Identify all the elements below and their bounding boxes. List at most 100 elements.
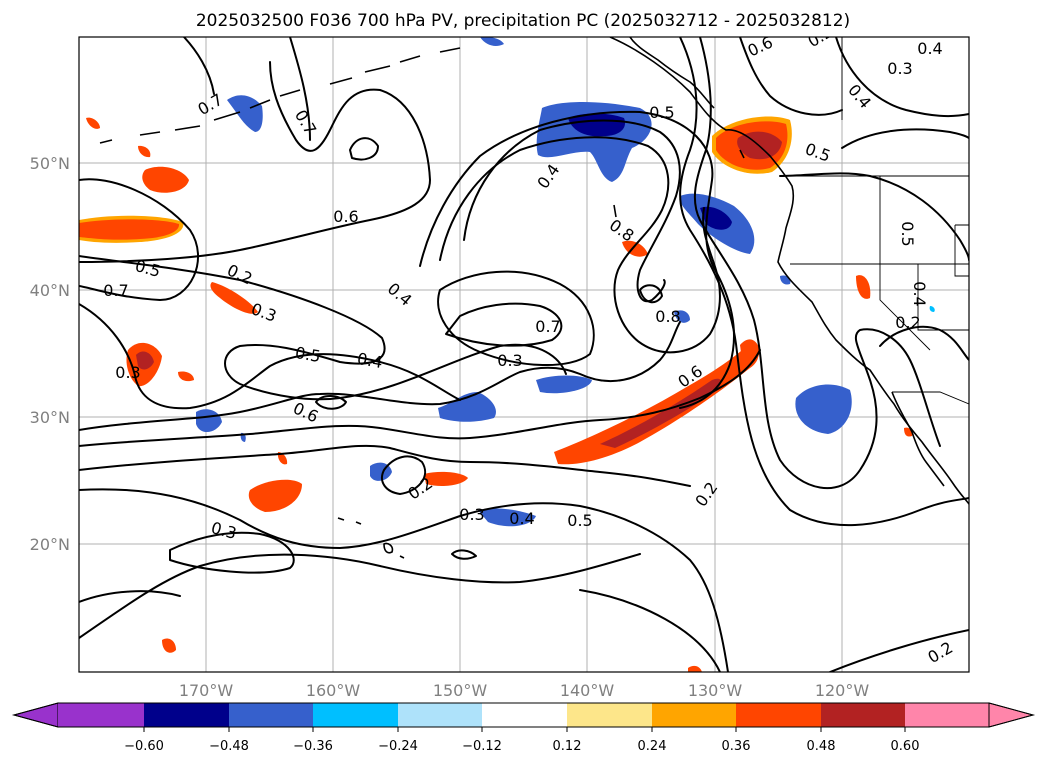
contour-label: 0.7 [103, 281, 128, 300]
precip-negative-area [674, 310, 690, 323]
lon-label: 170°W [179, 681, 234, 700]
pv-contour-line [739, 37, 843, 116]
contour-label: 0.3 [459, 505, 484, 524]
precip-positive-area [600, 378, 722, 448]
colorbar-segment [313, 703, 398, 727]
contour-label: 0.2 [895, 313, 920, 332]
precip-negative-area [929, 306, 935, 312]
pv-contour-line [79, 61, 431, 263]
coastline-baja [891, 391, 945, 487]
colorbar-tick-label: 0.60 [891, 739, 920, 754]
pv-contour-line [79, 553, 641, 639]
precip-negative-area [795, 384, 852, 434]
island-hawaii [337, 517, 405, 559]
precip-negative-area [227, 95, 263, 132]
precip-positive-area [138, 145, 151, 158]
contour-label: 0.3 [115, 363, 140, 382]
colorbar-outline [12, 702, 1035, 728]
precip-negative-area [536, 375, 592, 394]
colorbar-tick-label: 0.24 [638, 739, 667, 754]
coastline-alaska [629, 37, 715, 109]
pv-contour-line [879, 325, 969, 361]
colorbar-tick-label: −0.24 [378, 739, 418, 754]
pv-contour-line [79, 178, 200, 301]
precip-positive-area [622, 240, 648, 257]
precip-positive-area [424, 471, 468, 486]
pv-contour-line [445, 302, 563, 347]
colorbar-segment [58, 703, 144, 727]
colorbar-tick-label: −0.48 [209, 739, 249, 754]
pv-contour-line [79, 255, 567, 401]
pv-contour-line [289, 37, 311, 141]
colorbar-segment [821, 703, 905, 727]
contour-label: 0.6 [333, 207, 358, 226]
contour-label: 0.4 [509, 509, 534, 528]
pv-contour-line [349, 137, 379, 161]
pv-contour-line [679, 37, 969, 527]
pv-contour-line [693, 37, 941, 489]
colorbar-ticks [143, 727, 906, 732]
precip-negative-area [480, 37, 504, 46]
precip-positive-area [210, 282, 258, 314]
colorbar-tick-labels: −0.60 −0.48 −0.36 −0.24 −0.12 0.12 0.24 … [124, 739, 919, 754]
lat-label: 30°N [30, 408, 70, 427]
precip-positive-area [248, 479, 302, 512]
colorbar-segment [144, 703, 229, 727]
lon-label: 120°W [815, 681, 870, 700]
map-frame [78, 36, 970, 673]
pv-contour-line [835, 37, 969, 118]
lat-label: 40°N [30, 281, 70, 300]
pv-contour-line [639, 284, 663, 304]
precip-positive-area [79, 219, 180, 240]
contour-label: 0.4 [910, 281, 929, 306]
lon-label: 150°W [433, 681, 488, 700]
pv-contour-line [79, 303, 461, 410]
contour-label: 0.8 [655, 307, 680, 326]
figure-title: 2025032500 F036 700 hPa PV, precipitatio… [196, 11, 850, 31]
pv-contour-line [381, 455, 427, 495]
pv-contour-line [841, 128, 969, 149]
contour-label: 0.3 [887, 59, 912, 78]
contour-label: 0.4 [917, 39, 942, 58]
pv-contour-line [437, 270, 595, 367]
colorbar-extend-low [12, 702, 59, 728]
pv-contour-line [79, 349, 761, 447]
colorbar-tick-label: 0.36 [722, 739, 751, 754]
precip-positive-area [178, 371, 194, 382]
latitude-labels: 50°N 40°N 30°N 20°N [30, 154, 70, 554]
border-us-mexico [892, 391, 969, 405]
contour-label: 0.5 [649, 103, 674, 122]
contour-label: 0.3 [497, 351, 522, 370]
contour-label: 0.5 [294, 343, 322, 366]
pv-contour-line [829, 629, 969, 672]
contour-label: 0.4 [356, 349, 384, 372]
precip-positive-area [136, 351, 154, 370]
colorbar-segment [652, 703, 736, 727]
colorbar-segment [482, 703, 567, 727]
colorbar-tick-label: 0.48 [807, 739, 836, 754]
contour-label: 0.5 [567, 511, 592, 530]
precip-positive-area [142, 166, 189, 193]
pv-contour-line [419, 110, 736, 409]
precip-positive-area [688, 665, 702, 672]
pv-contour-line [579, 589, 721, 672]
precip-positive-area [277, 452, 288, 465]
coastlines [99, 37, 969, 559]
precip-negative-area [568, 113, 626, 137]
pv-contour-line [315, 395, 347, 410]
colorbar-extend-high [988, 702, 1035, 728]
colorbar-segment [398, 703, 482, 727]
precip-positive-area [86, 117, 100, 129]
colorbar-segment [736, 703, 821, 727]
colorbar-tick-label: −0.12 [462, 739, 502, 754]
colorbar-segment [229, 703, 313, 727]
colorbar-tick-label: 0.12 [553, 739, 582, 754]
pv-contour-line [79, 444, 691, 487]
pv-contours [79, 37, 969, 672]
colorbar-tick-label: −0.36 [293, 739, 333, 754]
lat-label: 20°N [30, 535, 70, 554]
border-states [790, 176, 969, 351]
pv-contour-line [79, 321, 681, 431]
pv-contour-line [79, 590, 181, 603]
